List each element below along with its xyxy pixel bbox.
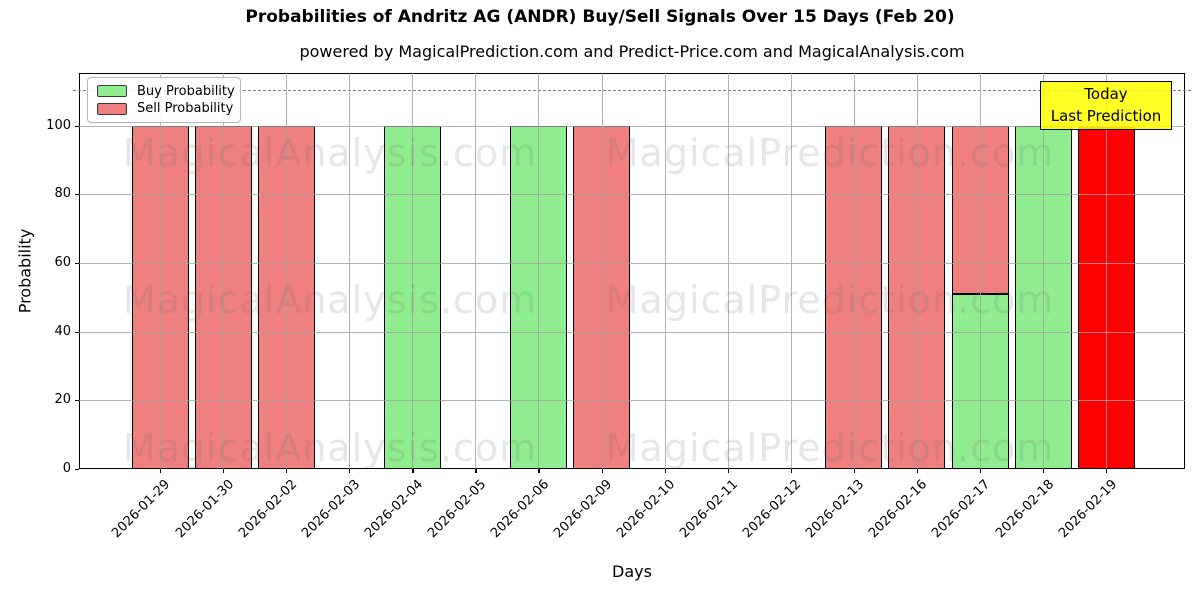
watermark-text-2-0: MagicalAnalysis.com xyxy=(122,426,538,470)
h-gridline-80 xyxy=(79,194,1185,196)
v-gridline-2026-02-04 xyxy=(412,73,414,469)
v-gridline-2026-02-12 xyxy=(790,73,792,469)
x-tick-label-text: 2026-01-29 xyxy=(109,477,174,542)
y-tick-mark-100 xyxy=(75,125,79,127)
x-tick-label-text: 2026-02-13 xyxy=(803,477,868,542)
v-gridline-2026-02-02 xyxy=(286,73,288,469)
x-tick-mark-2026-02-06 xyxy=(538,469,540,473)
watermark-text-0-1: MagicalPrediction.com xyxy=(605,131,1055,175)
h-gridline-40 xyxy=(79,331,1185,333)
v-gridline-2026-02-10 xyxy=(664,73,666,469)
watermark-text-1-1: MagicalPrediction.com xyxy=(605,278,1055,322)
today-annotation-box: Today Last Prediction xyxy=(1040,81,1172,130)
x-tick-mark-2026-02-16 xyxy=(916,469,919,473)
watermark-text-1-0: MagicalAnalysis.com xyxy=(122,278,538,322)
y-tick-mark-40 xyxy=(75,331,79,333)
sell-swatch-icon xyxy=(97,102,127,115)
x-tick-mark-2026-02-12 xyxy=(790,469,792,473)
x-tick-mark-2026-02-19 xyxy=(1106,469,1108,473)
x-tick-label-text: 2026-02-12 xyxy=(740,477,805,542)
y-tick-label-0: 0 xyxy=(62,461,71,476)
y-tick-mark-0 xyxy=(75,469,79,471)
v-gridline-2026-02-11 xyxy=(727,73,729,469)
y-tick-label-80: 80 xyxy=(54,186,71,202)
v-gridline-2026-02-18 xyxy=(1043,73,1045,469)
watermark-text-0-0: MagicalAnalysis.com xyxy=(122,131,538,175)
h-gridline-100 xyxy=(79,125,1185,127)
x-tick-label-text: 2026-02-19 xyxy=(1055,477,1120,542)
x-tick-label-text: 2026-02-03 xyxy=(298,477,363,542)
y-tick-mark-60 xyxy=(75,262,79,265)
chart-subtitle: powered by MagicalPrediction.com and Pre… xyxy=(299,42,965,61)
legend-item-sell: Sell Probability xyxy=(97,102,240,115)
x-tick-mark-2026-02-18 xyxy=(1043,469,1045,473)
y-tick-label-40: 40 xyxy=(54,323,71,339)
v-gridline-2026-02-06 xyxy=(538,73,540,469)
legend-label-buy: Buy Probability xyxy=(137,83,235,99)
annotation-line-2: Last Prediction xyxy=(1050,106,1162,125)
y-tick-label-100: 100 xyxy=(46,117,71,133)
x-tick-label-text: 2026-02-18 xyxy=(992,477,1057,542)
x-tick-mark-2026-01-29 xyxy=(160,469,162,473)
y-tick-label-60: 60 xyxy=(54,254,71,270)
y-tick-label-20: 20 xyxy=(54,392,71,408)
x-tick-label-text: 2026-02-09 xyxy=(551,477,616,542)
x-tick-mark-2026-02-17 xyxy=(980,469,982,473)
x-axis-label: Days xyxy=(612,562,652,581)
v-gridline-2026-02-17 xyxy=(980,73,982,469)
x-tick-mark-2026-01-30 xyxy=(223,469,225,473)
x-tick-mark-2026-02-05 xyxy=(475,469,477,473)
x-tick-label-text: 2026-02-05 xyxy=(424,477,489,542)
buy-swatch-icon xyxy=(97,85,127,98)
x-tick-label-text: 2026-02-04 xyxy=(361,477,426,542)
x-tick-label-text: 2026-02-02 xyxy=(235,477,300,542)
x-tick-mark-2026-02-13 xyxy=(853,469,856,473)
x-tick-mark-2026-02-09 xyxy=(601,469,603,473)
chart-title: Probabilities of Andritz AG (ANDR) Buy/S… xyxy=(245,7,955,27)
h-gridline-20 xyxy=(79,400,1185,402)
legend: Buy Probability Sell Probability xyxy=(87,77,241,123)
x-tick-mark-2026-02-03 xyxy=(349,469,351,473)
v-gridline-2026-02-13 xyxy=(853,73,855,469)
v-gridline-2026-01-29 xyxy=(160,73,161,469)
x-tick-mark-2026-02-10 xyxy=(664,469,666,473)
y-tick-mark-20 xyxy=(75,400,79,402)
legend-label-sell: Sell Probability xyxy=(137,101,234,117)
y-tick-mark-80 xyxy=(75,194,79,196)
x-tick-mark-2026-02-11 xyxy=(727,469,729,473)
h-gridline-60 xyxy=(79,262,1185,264)
x-tick-mark-2026-02-02 xyxy=(286,469,288,473)
v-gridline-2026-02-16 xyxy=(916,73,918,469)
watermark-text-2-1: MagicalPrediction.com xyxy=(605,426,1055,470)
v-gridline-2026-02-09 xyxy=(601,73,603,469)
annotation-line-1: Today xyxy=(1084,84,1128,103)
x-tick-label-text: 2026-02-11 xyxy=(677,477,742,542)
x-tick-label-text: 2026-02-10 xyxy=(614,477,679,542)
threshold-dashed-line xyxy=(73,90,1191,91)
v-gridline-2026-02-05 xyxy=(475,73,477,469)
x-tick-label-text: 2026-01-30 xyxy=(172,477,237,542)
x-tick-mark-2026-02-04 xyxy=(412,469,414,473)
v-gridline-2026-02-03 xyxy=(349,73,351,469)
x-tick-label-text: 2026-02-17 xyxy=(929,477,994,542)
legend-item-buy: Buy Probability xyxy=(97,85,240,98)
x-tick-label-text: 2026-02-16 xyxy=(866,477,931,542)
v-gridline-2026-02-19 xyxy=(1106,73,1108,469)
v-gridline-2026-01-30 xyxy=(223,73,225,469)
y-axis-label: Probability xyxy=(15,228,35,314)
x-tick-label-text: 2026-02-06 xyxy=(488,477,553,542)
